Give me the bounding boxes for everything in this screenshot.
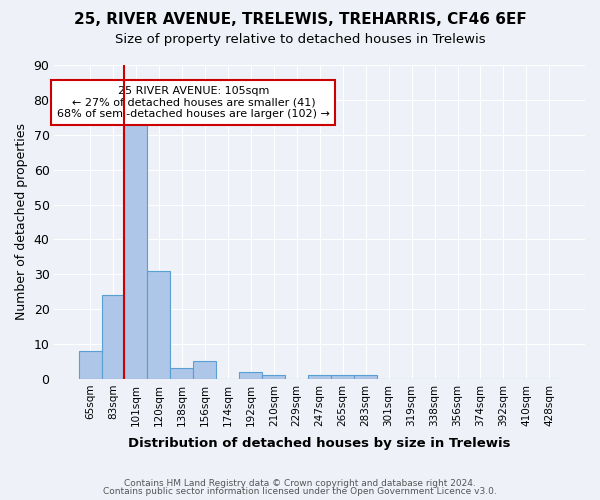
Bar	[101, 295, 124, 379]
Bar	[124, 124, 148, 379]
Bar	[331, 376, 354, 379]
Y-axis label: Number of detached properties: Number of detached properties	[15, 124, 28, 320]
Text: 25, RIVER AVENUE, TRELEWIS, TREHARRIS, CF46 6EF: 25, RIVER AVENUE, TRELEWIS, TREHARRIS, C…	[74, 12, 526, 28]
Bar	[193, 362, 217, 379]
Text: Contains HM Land Registry data © Crown copyright and database right 2024.: Contains HM Land Registry data © Crown c…	[124, 478, 476, 488]
Bar	[148, 271, 170, 379]
X-axis label: Distribution of detached houses by size in Trelewis: Distribution of detached houses by size …	[128, 437, 511, 450]
Text: Size of property relative to detached houses in Trelewis: Size of property relative to detached ho…	[115, 32, 485, 46]
Bar	[239, 372, 262, 379]
Text: Contains public sector information licensed under the Open Government Licence v3: Contains public sector information licen…	[103, 487, 497, 496]
Bar	[354, 376, 377, 379]
Bar	[308, 376, 331, 379]
Text: 25 RIVER AVENUE: 105sqm
← 27% of detached houses are smaller (41)
68% of semi-de: 25 RIVER AVENUE: 105sqm ← 27% of detache…	[57, 86, 330, 119]
Bar	[170, 368, 193, 379]
Bar	[262, 376, 285, 379]
Bar	[79, 351, 101, 379]
